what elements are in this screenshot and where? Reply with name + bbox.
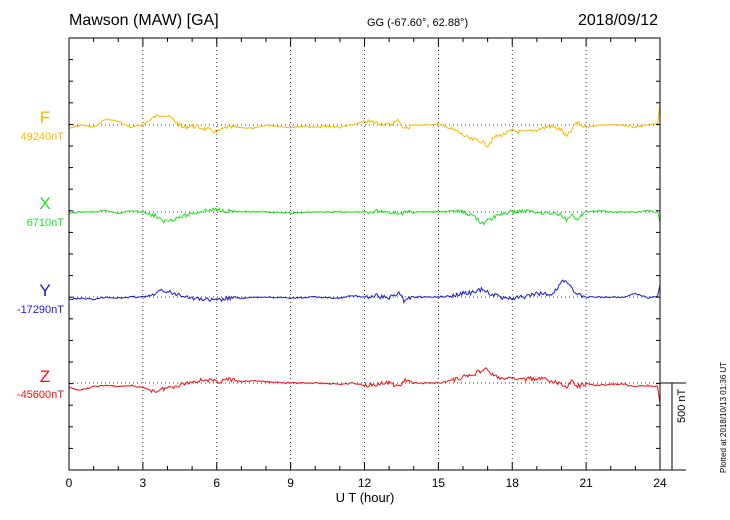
series-layer — [68, 103, 661, 404]
axis-ticks — [68, 37, 661, 470]
x-tick-label: 6 — [213, 476, 221, 490]
series-z-line — [68, 367, 661, 404]
baseline-label-x: 6710nT — [26, 217, 64, 229]
x-axis-label: U T (hour) — [335, 490, 395, 505]
baseline-label-z: -45600nT — [16, 389, 64, 401]
x-tick-label: 9 — [287, 476, 294, 490]
component-label-y: Y — [39, 281, 51, 300]
x-tick-label: 0 — [65, 476, 73, 490]
x-tick-label: 24 — [653, 476, 667, 490]
component-label-x: X — [39, 194, 51, 213]
x-tick-label: 18 — [505, 476, 519, 490]
component-label-z: Z — [39, 367, 51, 386]
series-f-line — [68, 103, 661, 148]
x-tick-label: 21 — [579, 476, 593, 490]
scale-bar — [660, 382, 686, 471]
geographic-coordinates: GG (-67.60°, 62.88°) — [367, 17, 469, 29]
baseline-label-y: -17290nT — [16, 304, 64, 316]
date-label: 2018/09/12 — [578, 12, 659, 29]
scale-bar-label: 500 nT — [676, 388, 688, 423]
baseline-label-f: 49240nT — [20, 131, 64, 143]
plotted-timestamp: Plotted at 2018/10/13 01:36 UT — [719, 361, 728, 473]
series-x-line — [68, 206, 661, 226]
x-tick-label: 12 — [357, 476, 372, 490]
plot-grid — [142, 38, 587, 470]
station-title: Mawson (MAW) [GA] — [69, 12, 219, 29]
series-y-line — [68, 279, 661, 305]
x-tick-label: 3 — [139, 476, 147, 490]
x-tick-label: 15 — [431, 476, 446, 490]
component-label-f: F — [39, 108, 51, 127]
